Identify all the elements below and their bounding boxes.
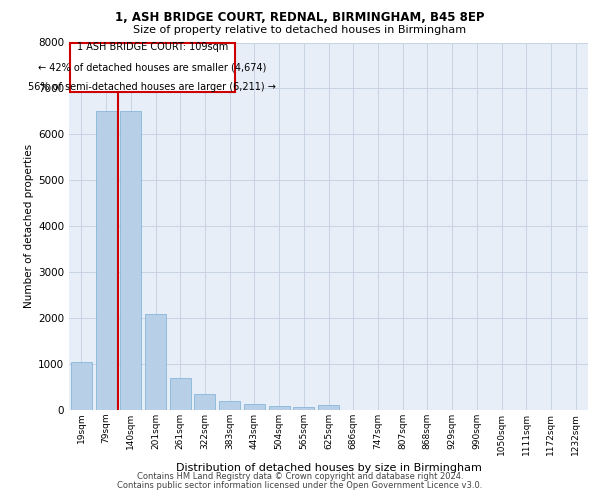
Y-axis label: Number of detached properties: Number of detached properties <box>24 144 34 308</box>
Bar <box>70 44 235 92</box>
Bar <box>120 112 141 410</box>
Text: Contains public sector information licensed under the Open Government Licence v3: Contains public sector information licen… <box>118 481 482 490</box>
Bar <box>95 112 116 410</box>
Bar <box>269 406 290 410</box>
Bar <box>244 404 265 410</box>
Bar <box>194 394 215 410</box>
Bar <box>145 314 166 410</box>
Bar <box>219 401 240 410</box>
Text: Size of property relative to detached houses in Birmingham: Size of property relative to detached ho… <box>133 25 467 35</box>
X-axis label: Distribution of detached houses by size in Birmingham: Distribution of detached houses by size … <box>176 463 481 473</box>
Bar <box>170 378 191 410</box>
Text: 1, ASH BRIDGE COURT, REDNAL, BIRMINGHAM, B45 8EP: 1, ASH BRIDGE COURT, REDNAL, BIRMINGHAM,… <box>115 11 485 24</box>
Text: Contains HM Land Registry data © Crown copyright and database right 2024.: Contains HM Land Registry data © Crown c… <box>137 472 463 481</box>
Bar <box>293 407 314 410</box>
Bar <box>71 362 92 410</box>
Bar <box>318 406 339 410</box>
Text: 56% of semi-detached houses are larger (6,211) →: 56% of semi-detached houses are larger (… <box>28 82 277 92</box>
Text: 1 ASH BRIDGE COURT: 109sqm: 1 ASH BRIDGE COURT: 109sqm <box>77 42 228 52</box>
Text: ← 42% of detached houses are smaller (4,674): ← 42% of detached houses are smaller (4,… <box>38 63 266 73</box>
